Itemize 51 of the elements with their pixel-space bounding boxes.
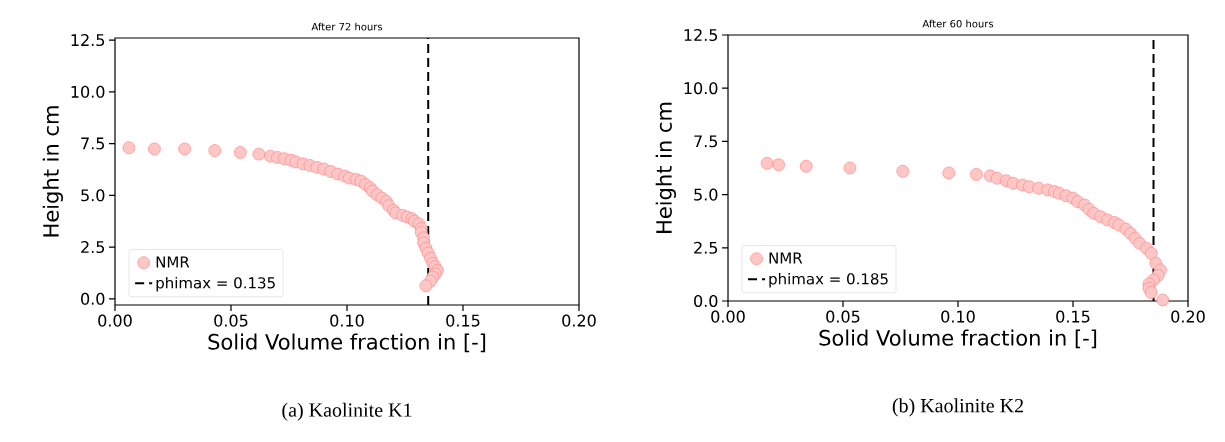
point	[896, 164, 910, 178]
y-tick-label: 5.0	[694, 188, 718, 201]
point	[1156, 293, 1170, 307]
point	[208, 144, 222, 157]
x-tick-label: 0.20	[1171, 310, 1205, 323]
y-axis-title: Height in cm	[42, 106, 63, 237]
y-tick-label: 10.0	[71, 85, 105, 98]
x-axis-title: Solid Volume fraction in [-]	[208, 333, 486, 353]
ref-line-label: phimax = 0.185	[769, 272, 888, 288]
x-tick-label: 0.20	[562, 314, 596, 327]
point	[772, 158, 785, 172]
point	[1144, 286, 1158, 299]
y-tick-label: 7.5	[694, 135, 718, 148]
x-tick-label: 0.05	[826, 310, 860, 323]
point	[122, 141, 136, 154]
point	[760, 157, 774, 170]
point	[970, 168, 983, 181]
x-tick-label: 0.15	[1056, 310, 1090, 323]
x-tick-label: 0.10	[330, 314, 364, 327]
y-tick-label: 0.0	[81, 292, 105, 305]
chart-title: After 60 hours	[922, 19, 994, 28]
y-tick-label: 2.5	[694, 241, 718, 254]
y-tick-label: 5.0	[81, 189, 105, 202]
x-axis-title: Solid Volume fraction in [-]	[819, 329, 1097, 349]
point	[799, 160, 813, 173]
y-tick-label: 12.5	[71, 34, 105, 47]
point	[942, 166, 956, 180]
text: (b) Kaolinite K2	[892, 398, 1024, 417]
text: (a) Kaolinite K1	[282, 402, 412, 421]
x-tick-label: 0.00	[98, 314, 132, 327]
y-axis-title: Height in cm	[655, 102, 676, 233]
point	[1144, 247, 1158, 260]
point	[419, 279, 433, 293]
y-tick-label: 12.5	[684, 28, 718, 42]
point	[178, 142, 191, 156]
legend-label: NMR	[156, 256, 190, 268]
point	[148, 142, 161, 156]
x-tick-label: 0.15	[446, 314, 480, 327]
chart-title: After 72 hours	[311, 22, 383, 31]
point	[233, 146, 247, 159]
ref-line-label: phimax = 0.135	[156, 276, 275, 292]
y-tick-label: 7.5	[81, 137, 105, 150]
x-tick-label: 0.10	[941, 310, 975, 323]
legend-label: NMR	[769, 252, 803, 264]
y-tick-label: 10.0	[684, 82, 718, 95]
y-tick-label: 0.0	[694, 294, 718, 308]
y-tick-label: 2.5	[81, 241, 105, 254]
x-tick-label: 0.00	[711, 310, 745, 323]
point	[843, 161, 857, 175]
x-tick-label: 0.05	[214, 314, 248, 327]
point	[252, 147, 266, 161]
